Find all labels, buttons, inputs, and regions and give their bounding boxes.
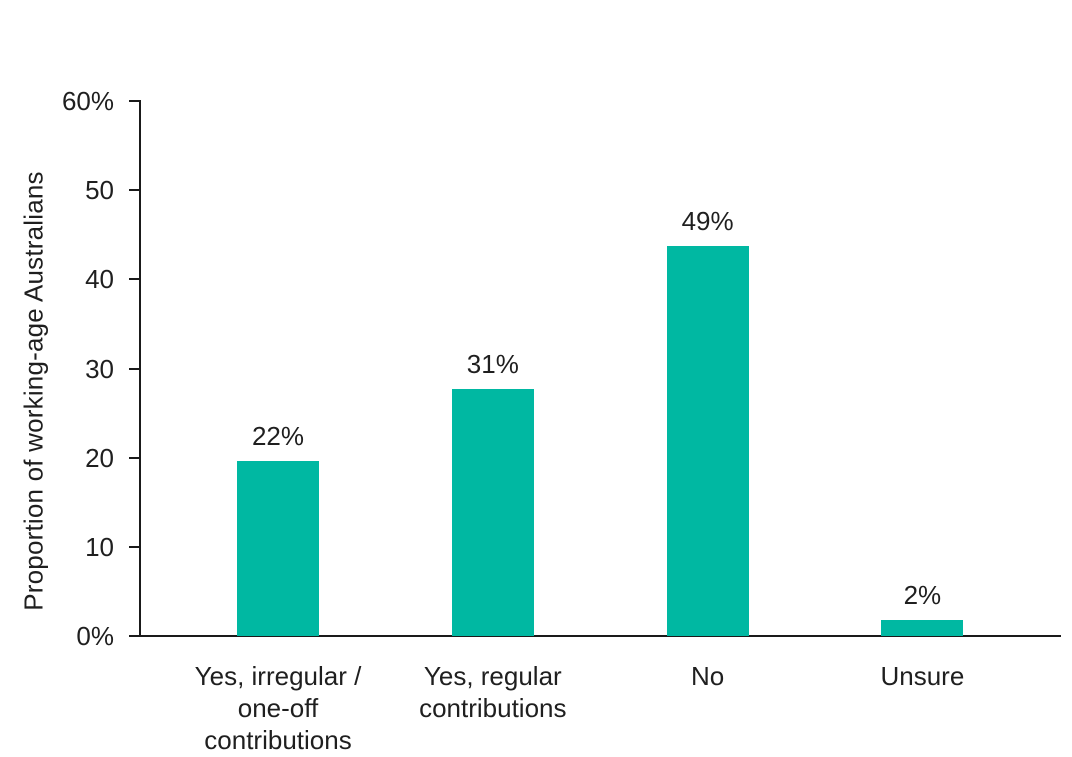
y-tick-label: 20: [85, 443, 114, 473]
y-tick-mark: [129, 457, 141, 459]
bar: [667, 246, 749, 636]
bar-value-label: 22%: [251, 421, 305, 451]
x-axis-category-label: Unsure: [880, 660, 964, 692]
y-tick-label: 0%: [76, 621, 114, 651]
bar-value-label: 49%: [681, 206, 734, 236]
x-axis-category-label: Yes, irregular / one-off contributions: [195, 660, 362, 756]
x-axis-category-label-line: one-off: [237, 693, 319, 723]
x-axis-category-label: Yes, regular contributions: [419, 660, 566, 724]
x-axis-category-label-line: contributions: [419, 693, 567, 723]
y-tick-mark: [129, 546, 141, 548]
y-tick-mark: [129, 368, 141, 370]
x-axis-category-label: No: [691, 660, 724, 692]
bar: [452, 389, 534, 636]
x-axis-category-label-line: No: [690, 661, 725, 691]
y-tick-mark: [129, 278, 141, 280]
y-tick-label: 40: [85, 264, 114, 294]
x-axis-category-label-line: Unsure: [880, 661, 965, 691]
y-tick-label: 10: [85, 532, 114, 562]
y-tick-label: 60%: [61, 86, 114, 116]
bar-value-label: 31%: [466, 349, 519, 379]
x-axis-category-label-line: contributions: [204, 725, 352, 755]
y-tick-label: 50: [85, 175, 114, 205]
x-axis-category-label-line: Yes, regular: [423, 661, 562, 691]
bar: [237, 461, 319, 636]
y-tick-mark: [129, 189, 141, 191]
x-axis-line: [129, 635, 1061, 637]
bar-value-label: 2%: [903, 580, 942, 610]
x-axis-category-label-line: Yes, irregular /: [194, 661, 362, 691]
y-tick-label: 30: [85, 354, 114, 384]
y-tick-mark: [129, 100, 141, 102]
bar: [881, 620, 963, 636]
